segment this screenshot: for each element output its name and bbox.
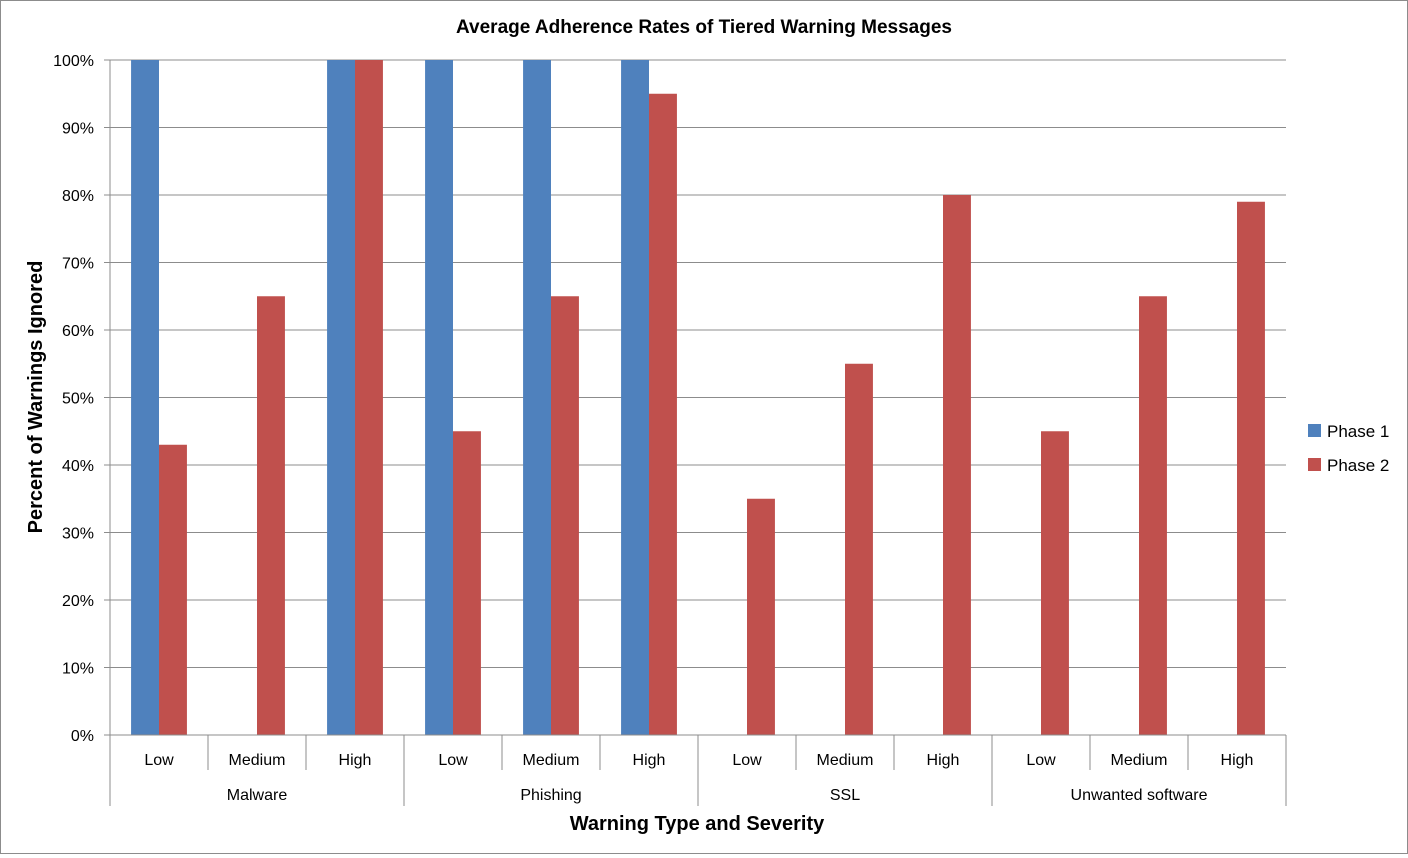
- bar-phase-2: [159, 444, 187, 735]
- category-label: Low: [1026, 752, 1056, 769]
- y-tick-label: 70%: [62, 256, 94, 273]
- y-tick-label: 60%: [62, 323, 94, 340]
- category-label: High: [633, 752, 666, 769]
- bar-phase-1: [523, 60, 551, 735]
- bar-phase-1: [425, 60, 453, 735]
- category-label: High: [339, 752, 372, 769]
- y-tick-label: 90%: [62, 121, 94, 138]
- bar-phase-2: [257, 296, 285, 735]
- category-label: Medium: [1111, 752, 1168, 769]
- group-label: SSL: [830, 787, 860, 804]
- y-tick-label: 40%: [62, 458, 94, 475]
- bars: [131, 60, 1265, 735]
- y-tick-label: 0%: [71, 728, 94, 745]
- category-label: Low: [732, 752, 762, 769]
- y-tick-label: 30%: [62, 526, 94, 543]
- y-tick-label: 50%: [62, 391, 94, 408]
- y-tick-label: 80%: [62, 188, 94, 205]
- category-label: Medium: [229, 752, 286, 769]
- axes: 0% 10% 20% 30% 40% 50% 60% 70% 80% 90% 100% Low Medi…: [53, 53, 1287, 806]
- category-label: High: [1221, 752, 1254, 769]
- gridlines: [110, 59, 1286, 668]
- bar-phase-1: [327, 60, 355, 735]
- y-axis-title: Percent of Warnings Ignored: [25, 261, 47, 534]
- group-label: Unwanted software: [1071, 787, 1208, 804]
- bar-phase-2: [1041, 431, 1069, 735]
- bar-phase-2: [355, 60, 383, 735]
- legend-swatch: [1308, 424, 1321, 437]
- x-axis-title: Warning Type and Severity: [570, 813, 825, 835]
- legend-label: Phase 1: [1327, 422, 1389, 441]
- group-label: Malware: [227, 787, 288, 804]
- category-label: Medium: [817, 752, 874, 769]
- category-label: Low: [438, 752, 468, 769]
- y-tick-label: 10%: [62, 661, 94, 678]
- bar-phase-2: [1237, 201, 1265, 735]
- bar-phase-2: [551, 296, 579, 735]
- category-label: Low: [144, 752, 174, 769]
- category-label: Medium: [523, 752, 580, 769]
- bar-phase-2: [845, 363, 873, 735]
- bar-phase-2: [943, 195, 971, 735]
- y-tick-label: 20%: [62, 593, 94, 610]
- group-label: Phishing: [520, 787, 581, 804]
- bar-phase-2: [453, 431, 481, 735]
- legend-swatch: [1308, 458, 1321, 471]
- bar-phase-1: [131, 60, 159, 735]
- y-tick-label: 100%: [53, 53, 94, 70]
- bar-phase-2: [747, 498, 775, 735]
- legend: Phase 1 Phase 2: [1308, 422, 1389, 475]
- chart-title: Average Adherence Rates of Tiered Warnin…: [456, 17, 952, 38]
- bar-phase-2: [1139, 296, 1167, 735]
- legend-label: Phase 2: [1327, 456, 1389, 475]
- category-label: High: [927, 752, 960, 769]
- bar-phase-1: [621, 60, 649, 735]
- bar-phase-2: [649, 93, 677, 735]
